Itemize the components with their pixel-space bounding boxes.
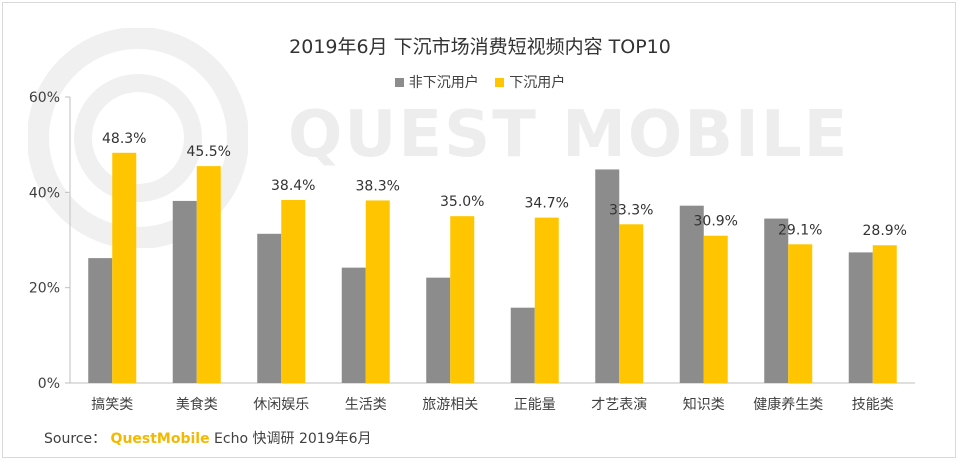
bar-non-sinking — [848, 252, 873, 383]
source-brand: QuestMobile — [110, 431, 210, 447]
legend-label-non-sinking: 非下沉用户 — [408, 75, 479, 91]
y-tick-label: 0% — [38, 376, 60, 392]
bar-non-sinking — [88, 258, 113, 383]
bar-non-sinking — [257, 233, 282, 383]
bar-sinking — [872, 245, 897, 383]
bar-sinking — [619, 224, 644, 383]
legend-item-non-sinking: 非下沉用户 — [394, 72, 479, 92]
bar-sinking — [112, 152, 137, 383]
x-tick-label: 美食类 — [176, 396, 218, 413]
data-label-sinking: 33.3% — [609, 202, 653, 218]
bar-sinking — [534, 217, 559, 383]
source-prefix: Source： — [44, 431, 107, 447]
data-label-sinking: 45.5% — [187, 144, 231, 160]
x-tick-label: 旅游相关 — [422, 397, 478, 413]
watermark-text: QUEST MOBILE — [288, 98, 850, 172]
y-tick-label: 60% — [29, 90, 60, 106]
bar-sinking — [703, 235, 728, 383]
y-tick-label: 20% — [29, 281, 60, 297]
x-tick-label: 搞笑类 — [91, 397, 133, 413]
data-label-sinking: 48.3% — [102, 131, 146, 147]
legend-item-sinking: 下沉用户 — [495, 72, 565, 92]
bar-sinking — [281, 199, 306, 383]
x-tick-label: 知识类 — [683, 396, 725, 413]
bar-sinking — [365, 200, 390, 383]
data-label-sinking: 38.3% — [356, 178, 400, 194]
bar-sinking — [788, 244, 813, 383]
legend: 非下沉用户 下沉用户 — [0, 72, 960, 92]
bar-non-sinking — [595, 169, 620, 383]
y-tick-label: 40% — [29, 185, 60, 201]
watermark-logo-icon — [27, 27, 249, 252]
data-label-sinking: 30.9% — [694, 214, 738, 230]
x-tick-label: 健康养生类 — [753, 396, 823, 413]
data-label-sinking: 34.7% — [525, 196, 569, 212]
bar-sinking — [196, 166, 221, 383]
bar-non-sinking — [764, 218, 789, 383]
x-tick-label: 才艺表演 — [591, 397, 647, 413]
x-tick-label: 技能类 — [852, 397, 894, 413]
bar-non-sinking — [679, 205, 704, 383]
legend-swatch-non-sinking — [394, 77, 404, 87]
bar-non-sinking — [426, 277, 451, 383]
source-rest: Echo 快调研 2019年6月 — [209, 431, 372, 447]
legend-swatch-sinking — [495, 77, 505, 87]
data-label-sinking: 28.9% — [863, 223, 907, 239]
bar-non-sinking — [172, 200, 197, 383]
bar-non-sinking — [510, 307, 535, 383]
data-label-sinking: 29.1% — [778, 222, 822, 238]
bar-non-sinking — [341, 267, 366, 383]
legend-label-sinking: 下沉用户 — [509, 75, 566, 91]
data-label-sinking: 38.4% — [271, 178, 315, 194]
x-tick-label: 休闲娱乐 — [253, 397, 309, 413]
source-line: Source： QuestMobile Echo 快调研 2019年6月 — [44, 428, 371, 448]
x-tick-label: 生活类 — [345, 397, 387, 413]
chart-title: 2019年6月 下沉市场消费短视频内容 TOP10 — [289, 36, 671, 58]
bar-sinking — [450, 216, 475, 383]
data-label-sinking: 35.0% — [440, 194, 484, 210]
x-tick-label: 正能量 — [514, 397, 556, 413]
